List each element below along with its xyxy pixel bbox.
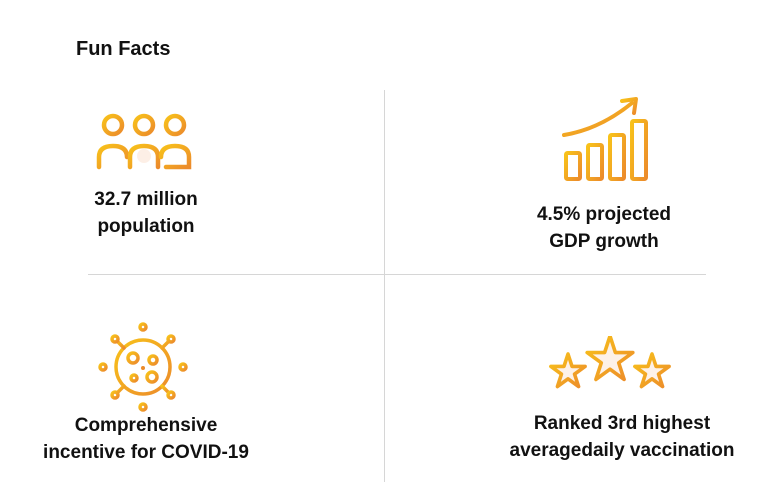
stars-icon <box>548 336 672 394</box>
growth-chart-icon <box>562 97 648 181</box>
fact-vaccination-rank: Ranked 3rd highest averagedaily vaccinat… <box>509 413 735 461</box>
fact-gdp-growth: 4.5% projected GDP growth <box>536 204 672 252</box>
fact-population: 32.7 million population <box>94 189 198 237</box>
virus-icon <box>98 322 188 412</box>
vertical-divider <box>384 90 385 482</box>
fact-covid-incentive: Comprehensive incentive for COVID-19 <box>43 415 249 463</box>
section-title: Fun Facts <box>76 38 171 60</box>
people-icon <box>96 113 192 170</box>
horizontal-divider <box>88 274 706 275</box>
